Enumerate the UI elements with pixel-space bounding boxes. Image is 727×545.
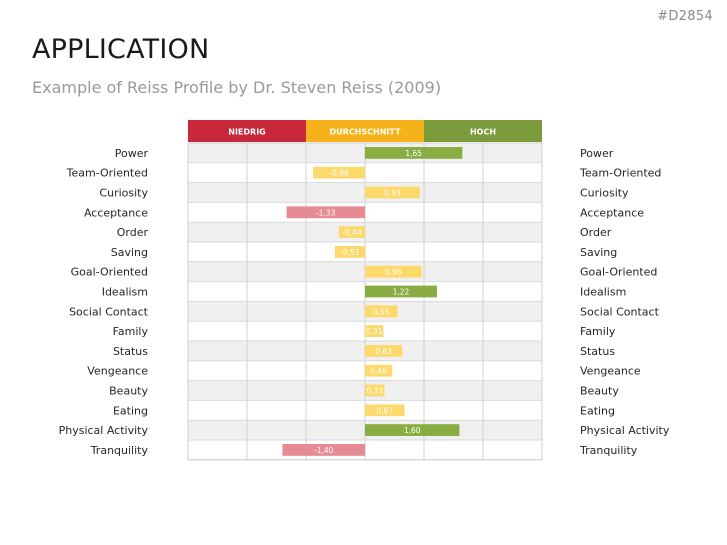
category-label-right: Saving [580,246,617,259]
category-label-right: Family [580,325,616,338]
bar-value-label: 0,96 [385,268,402,277]
category-label-left: Eating [113,404,148,417]
category-label-left: Beauty [109,385,148,398]
category-label-left: Team-Oriented [66,167,148,180]
category-label-left: Power [115,147,149,160]
category-label-left: Family [113,325,149,338]
data-bar [365,285,437,298]
header-zone [188,120,306,142]
header-zone-label: HOCH [470,128,496,137]
data-bar [313,166,365,179]
category-label-left: Goal-Oriented [71,266,148,279]
category-label-right: Physical Activity [580,424,670,437]
category-label-left: Idealism [102,286,148,299]
data-bar [365,325,384,337]
slide-id: #D2854 [657,9,713,24]
category-label-right: Power [580,147,614,160]
bar-value-label: 1,22 [393,288,410,297]
page-title: APPLICATION [32,34,210,65]
category-label-left: Social Contact [69,305,149,318]
bar-value-label: 1,65 [405,149,422,158]
data-bar [365,424,460,436]
category-label-left: Status [113,345,148,358]
bar-value-label: 0,33 [366,387,383,396]
data-bar [339,226,365,238]
bar-value-label: 0,46 [370,367,387,376]
data-bar [365,364,393,377]
bar-value-label: -1,33 [316,208,336,217]
category-label-right: Idealism [580,286,626,299]
category-label-left: Order [117,226,149,239]
bar-value-label: -0,51 [340,248,360,257]
bar-value-label: 0,31 [366,327,383,336]
header-zone-label: DURCHSCHNITT [330,128,402,137]
category-label-right: Vengeance [580,365,641,378]
data-bar [365,265,422,278]
category-label-right: Social Contact [580,305,660,318]
bar-value-label: -1,40 [314,446,334,455]
data-bar [334,246,365,258]
category-label-right: Curiosity [580,187,629,200]
header-zone [424,120,542,142]
data-bar [282,444,365,456]
category-label-right: Tranquility [579,444,638,457]
data-bar [365,305,398,318]
bar-value-label: 0,55 [373,307,390,316]
data-bar [365,147,463,159]
bar-value-label: 0,93 [384,189,401,198]
category-label-right: Team-Oriented [579,167,661,180]
page-subtitle: Example of Reiss Profile by Dr. Steven R… [32,78,442,97]
category-label-right: Status [580,345,615,358]
category-label-right: Goal-Oriented [580,266,657,279]
category-label-right: Beauty [580,385,619,398]
data-bar [286,206,365,219]
bar-value-label: -0,44 [342,228,362,237]
category-label-right: Acceptance [580,206,644,219]
data-bar [365,345,403,357]
category-label-left: Tranquility [90,444,149,457]
category-label-left: Curiosity [99,187,148,200]
header-zone-label: NIEDRIG [228,128,265,137]
category-label-right: Order [580,226,612,239]
category-label-right: Eating [580,404,615,417]
data-bar [365,404,405,417]
bar-value-label: -0,88 [329,169,349,178]
category-label-left: Vengeance [87,365,148,378]
data-bar [365,384,385,397]
plot-border [187,142,543,461]
bar-value-label: 1,60 [404,426,421,435]
bar-value-label: 0,63 [375,347,392,356]
header-zone [306,120,424,142]
category-label-left: Physical Activity [59,424,149,437]
category-label-left: Acceptance [84,206,148,219]
data-bar [365,186,420,199]
category-label-left: Saving [111,246,148,259]
bar-value-label: 0,67 [376,406,393,415]
